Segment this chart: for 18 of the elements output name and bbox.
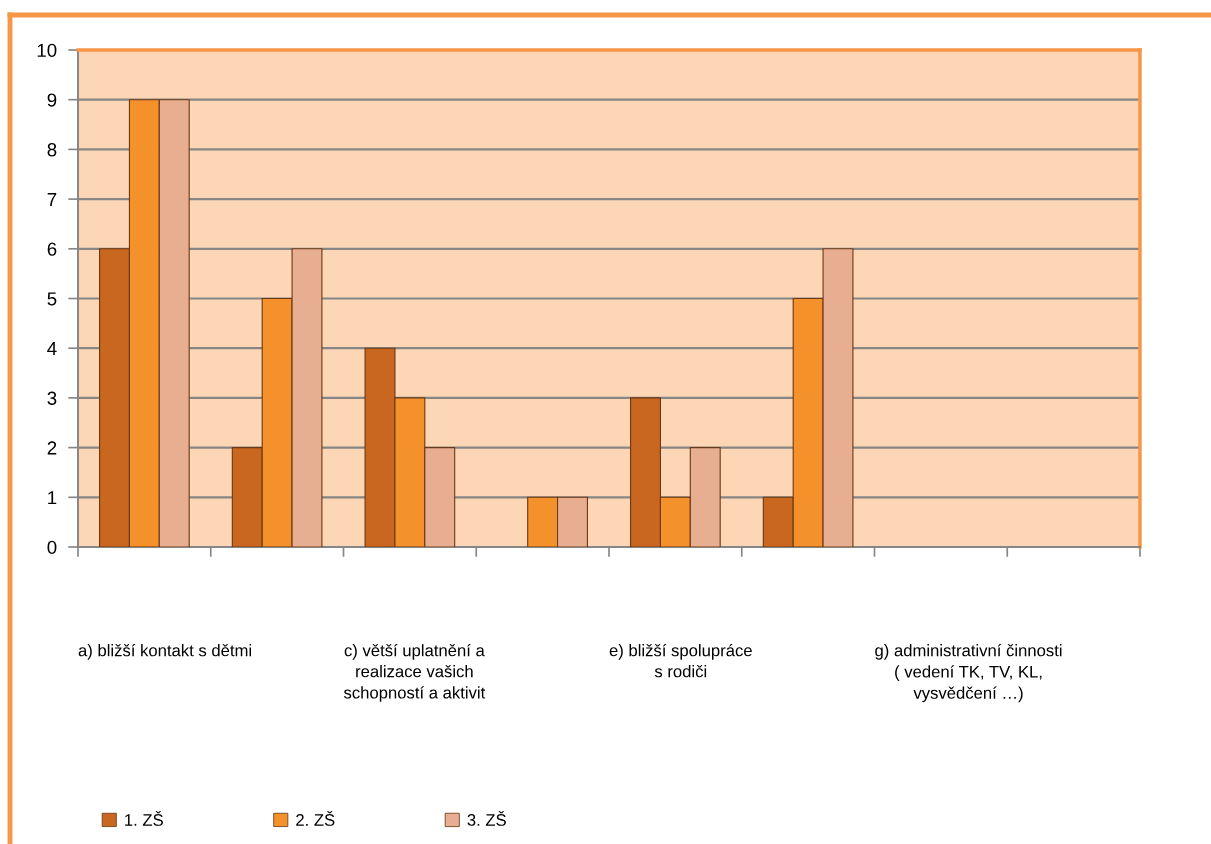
y-tick-label: 7 — [47, 192, 57, 206]
y-tick-label: 10 — [37, 43, 57, 57]
y-tick-label: 2 — [47, 441, 57, 455]
y-tick-label: 3 — [47, 391, 57, 405]
y-tick-label: 0 — [47, 540, 57, 554]
legend-label: 2. ZŠ — [296, 811, 335, 826]
y-tick-label: 4 — [47, 342, 57, 355]
x-tick-label: c) větší uplatnění a realizace vašich schopností a aktivit — [343, 643, 486, 702]
y-tick-label: 8 — [47, 143, 57, 157]
x-tick-label: g) administrativní činnosti ( vedení TK, TV, KL, vysvědčení …) — [875, 643, 1062, 703]
y-tick-label: 5 — [47, 292, 57, 306]
legend-label: 1. ZŠ — [125, 811, 163, 826]
x-tick-label: e) bližší spolupráce s rodiči — [609, 643, 752, 678]
legend-label: 3. ZŠ — [467, 811, 506, 826]
y-tick-label: 1 — [48, 491, 57, 505]
y-tick-label: 9 — [47, 93, 57, 107]
y-tick-label: 6 — [47, 242, 57, 256]
x-tick-label: a) bližší kontakt s dětmi — [78, 643, 252, 660]
